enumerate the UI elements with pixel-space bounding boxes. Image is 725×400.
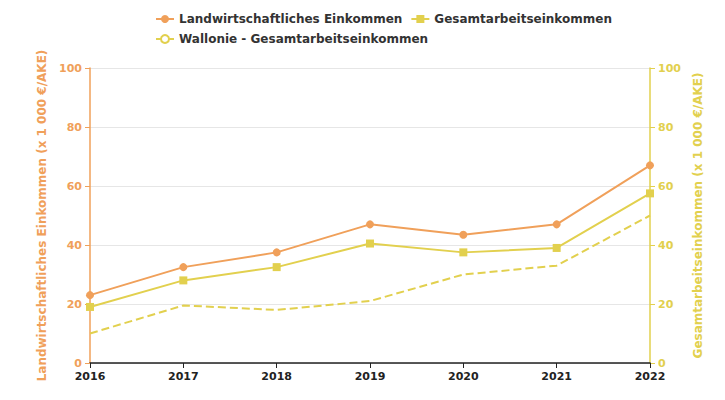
svg-text:Landwirtschaftliches Einkommen: Landwirtschaftliches Einkommen (x 1 000 … (35, 50, 49, 382)
svg-text:40: 40 (658, 239, 674, 252)
svg-text:60: 60 (658, 180, 674, 193)
svg-text:20: 20 (658, 298, 674, 311)
svg-text:Wallonie - Gesamtarbeitseinkom: Wallonie - Gesamtarbeitseinkommen (179, 32, 428, 46)
svg-text:100: 100 (658, 62, 681, 75)
svg-text:2018: 2018 (261, 370, 292, 383)
svg-text:Landwirtschaftliches Einkommen: Landwirtschaftliches Einkommen (179, 12, 402, 26)
svg-text:0: 0 (74, 357, 82, 370)
svg-text:2022: 2022 (635, 370, 666, 383)
svg-text:2016: 2016 (75, 370, 106, 383)
svg-text:100: 100 (59, 62, 82, 75)
svg-text:40: 40 (67, 239, 83, 252)
svg-text:Gesamtarbeitseinkommen (x 1 00: Gesamtarbeitseinkommen (x 1 000 €/AKE) (691, 73, 705, 359)
svg-text:2021: 2021 (541, 370, 572, 383)
svg-text:80: 80 (67, 121, 83, 134)
svg-text:Gesamtarbeitseinkommen: Gesamtarbeitseinkommen (434, 12, 612, 26)
svg-text:60: 60 (67, 180, 83, 193)
svg-text:2019: 2019 (355, 370, 386, 383)
svg-text:2017: 2017 (168, 370, 199, 383)
svg-text:2020: 2020 (448, 370, 479, 383)
svg-text:80: 80 (658, 121, 674, 134)
svg-text:20: 20 (67, 298, 83, 311)
svg-text:0: 0 (658, 357, 666, 370)
